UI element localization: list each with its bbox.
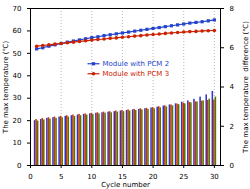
svg-text:10: 10 [13,139,22,147]
svg-text:2: 2 [230,122,234,130]
svg-text:The max temperature (℃): The max temperature (℃) [2,41,10,135]
svg-text:30: 30 [210,173,219,181]
svg-text:Module with PCM 2: Module with PCM 2 [103,60,170,68]
svg-text:15: 15 [118,173,127,182]
svg-text:20: 20 [13,117,22,125]
svg-text:0: 0 [230,162,234,170]
svg-text:Module with PCM 3: Module with PCM 3 [103,70,170,78]
svg-text:5: 5 [59,173,63,181]
svg-text:4: 4 [230,83,235,91]
svg-text:10: 10 [87,173,96,181]
svg-text:8: 8 [230,5,234,13]
svg-text:The max temperature differenc: The max temperature difference (℃) [242,21,250,154]
svg-text:50: 50 [13,50,22,58]
svg-text:0: 0 [28,173,32,181]
svg-text:60: 60 [13,27,22,35]
svg-text:Cycle number: Cycle number [101,181,150,189]
svg-text:0: 0 [17,162,21,170]
svg-text:6: 6 [230,44,235,52]
svg-text:30: 30 [13,94,22,102]
svg-text:70: 70 [13,5,22,13]
svg-text:25: 25 [179,173,188,181]
svg-text:40: 40 [13,72,22,80]
svg-text:20: 20 [149,173,158,181]
